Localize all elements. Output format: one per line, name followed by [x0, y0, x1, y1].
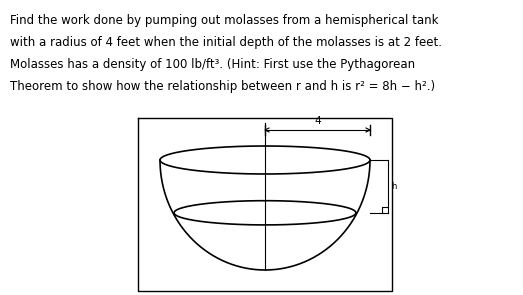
Text: 4: 4: [314, 116, 321, 126]
Text: h: h: [391, 182, 396, 191]
Text: Find the work done by pumping out molasses from a hemispherical tank: Find the work done by pumping out molass…: [10, 14, 438, 27]
Text: Theorem to show how the relationship between r and h is r² = 8h − h².): Theorem to show how the relationship bet…: [10, 80, 435, 93]
Text: with a radius of 4 feet when the initial depth of the molasses is at 2 feet.: with a radius of 4 feet when the initial…: [10, 36, 442, 49]
Text: Molasses has a density of 100 lb/ft³. (Hint: First use the Pythagorean: Molasses has a density of 100 lb/ft³. (H…: [10, 58, 415, 71]
